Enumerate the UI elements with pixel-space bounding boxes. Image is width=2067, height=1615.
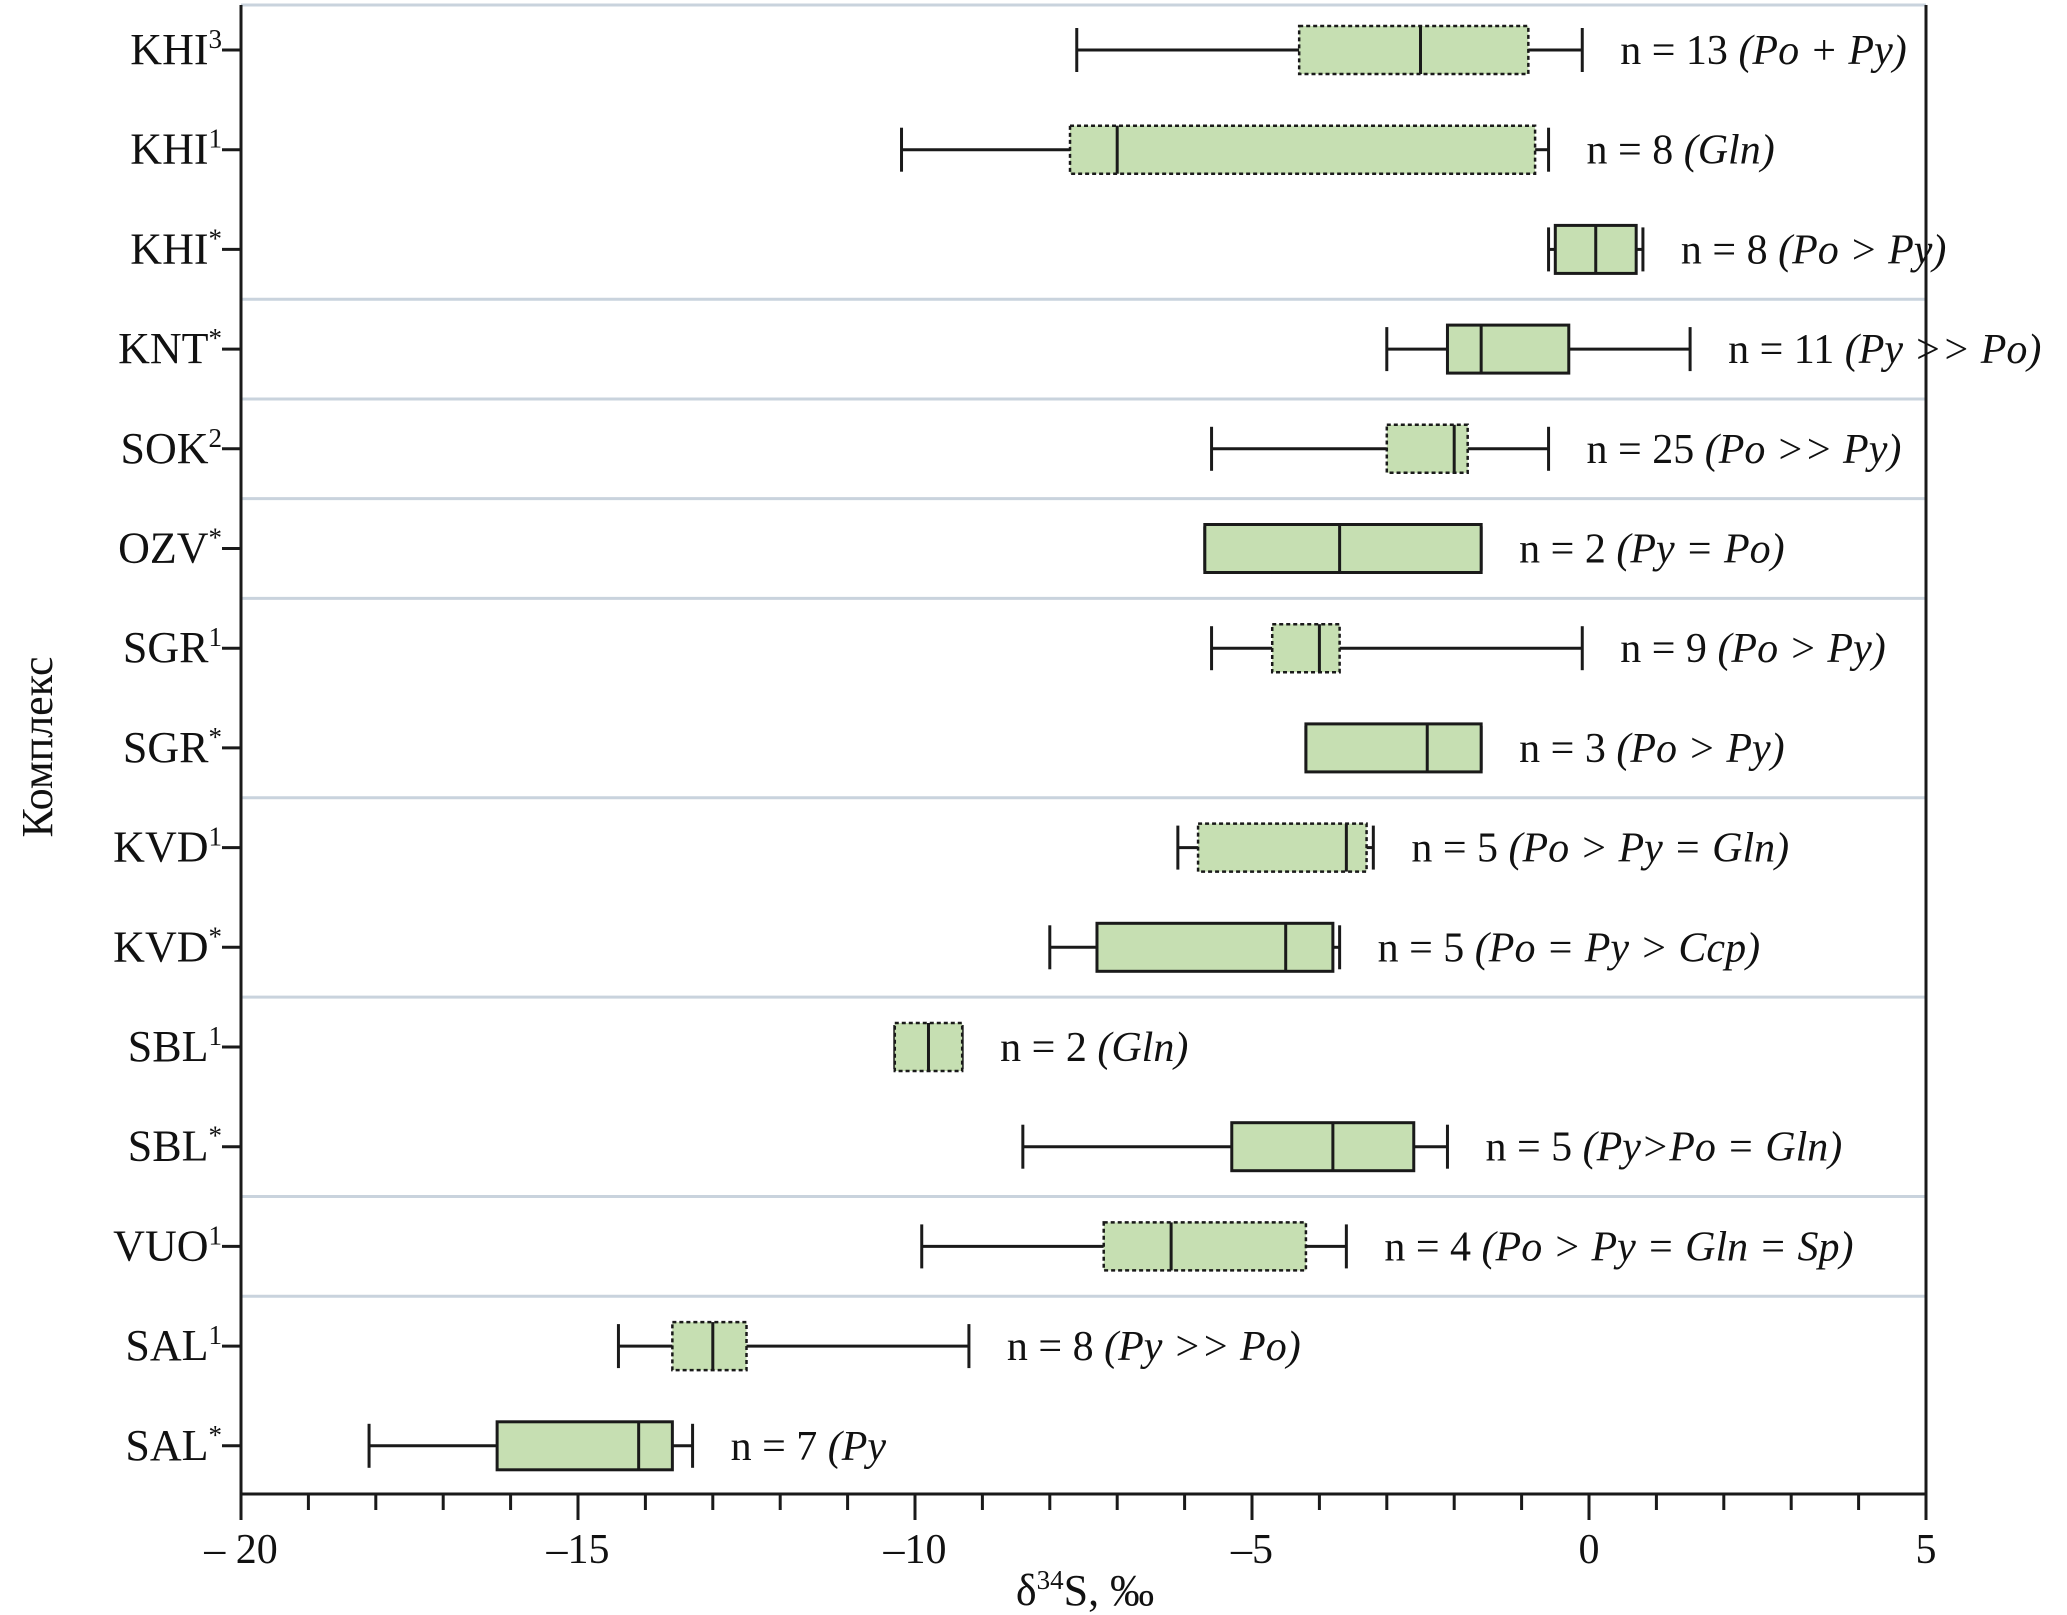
count-annotation: n = 5 (Po > Py = Gln) — [1411, 826, 1789, 872]
iqr-box — [1203, 523, 1483, 574]
count-annotation: n = 13 (Po + Py) — [1620, 28, 1906, 74]
y-tick-label: SBL* — [128, 1121, 222, 1171]
box-plot-item — [1176, 822, 1375, 873]
x-axis-title: δ34S, ‰ — [1016, 1565, 1154, 1615]
x-tick-label: 0 — [1579, 1527, 1600, 1573]
x-tick-label: 5 — [1916, 1527, 1937, 1573]
count-annotation: n = 3 (Po > Py) — [1519, 726, 1784, 772]
box-plot-item — [1075, 24, 1584, 76]
box-plot-item — [1385, 323, 1692, 375]
count-annotation: n = 5 (Po = Py > Ccp) — [1378, 925, 1760, 971]
count-annotation: n = 11 (Py >> Po) — [1728, 327, 2041, 373]
box-plot-item — [920, 1221, 1348, 1272]
iqr-box — [495, 1420, 674, 1472]
count-annotation: n = 8 (Po > Py) — [1681, 227, 1946, 273]
iqr-box — [1304, 722, 1483, 774]
x-tick-label: – 20 — [203, 1527, 278, 1573]
y-tick-label: KHI* — [130, 223, 222, 273]
group-separators — [241, 3, 1926, 1298]
y-tick-label: SGR1 — [123, 622, 222, 672]
count-annotation: n = 2 (Gln) — [1000, 1025, 1188, 1071]
y-tick-label: KVD* — [113, 921, 222, 971]
iqr-box — [1230, 1121, 1416, 1173]
y-tick-label: KHI1 — [130, 124, 222, 174]
x-axis-ticks — [239, 1494, 1928, 1520]
x-axis-labels: – 20 –15 –10 –5 0 5 — [203, 1527, 1936, 1573]
y-tick-label: SOK2 — [120, 423, 222, 473]
count-annotation: n = 8 (Gln) — [1587, 128, 1775, 174]
iqr-box — [1445, 323, 1571, 375]
box-plot-item — [1210, 622, 1584, 674]
box-plot-item — [1547, 223, 1645, 275]
y-tick-label: SAL* — [125, 1420, 222, 1470]
y-tick-label: KVD1 — [113, 822, 222, 872]
count-annotation: n = 9 (Po > Py) — [1620, 626, 1885, 672]
box-plot-item — [1203, 523, 1483, 574]
box-plot-item — [900, 124, 1551, 175]
count-annotation: n = 7 (Py — [731, 1424, 887, 1470]
iqr-box — [1102, 1221, 1308, 1272]
box-plot-item — [367, 1420, 695, 1472]
y-axis-labels: KHI3 KHI1 KHI* KNT* SOK2 OZV* SGR1 SGR* KVD1 KVD*… — [113, 24, 222, 1470]
iqr-box — [1095, 921, 1335, 973]
x-tick-label: –5 — [1230, 1527, 1273, 1573]
count-annotation: n = 4 (Po > Py = Gln = Sp) — [1384, 1224, 1853, 1270]
box-plot-item — [616, 1320, 971, 1372]
y-tick-label: KNT* — [118, 323, 222, 373]
x-tick-label: –15 — [546, 1527, 610, 1573]
y-tick-label: SBL1 — [128, 1021, 222, 1071]
box-plot-item — [1021, 1121, 1449, 1173]
iqr-box — [1068, 124, 1537, 175]
count-annotation: n = 8 (Py >> Po) — [1007, 1324, 1301, 1370]
iqr-box — [671, 1320, 748, 1372]
box-plot-item — [1210, 423, 1551, 475]
iqr-box — [1196, 822, 1368, 873]
box-series — [367, 24, 1692, 1472]
y-tick-label: SAL1 — [125, 1320, 222, 1370]
y-tick-label: KHI3 — [130, 24, 222, 74]
box-plot-item — [1304, 722, 1483, 774]
y-tick-label: OZV* — [118, 523, 222, 573]
x-tick-label: –10 — [883, 1527, 947, 1573]
y-tick-label: SGR* — [123, 722, 222, 772]
count-annotation: n = 25 (Po >> Py) — [1587, 427, 1902, 473]
y-tick-label: VUO1 — [113, 1220, 222, 1270]
iqr-box — [1297, 24, 1530, 76]
count-annotations: n = 13 (Po + Py) n = 8 (Gln) n = 8 (Po > P… — [731, 28, 2042, 1470]
iqr-box — [1270, 622, 1341, 674]
count-annotation: n = 5 (Py>Po = Gln) — [1485, 1125, 1842, 1171]
count-annotation: n = 2 (Py = Po) — [1519, 527, 1784, 573]
box-plot-item — [893, 1021, 964, 1073]
y-axis-ticks — [222, 48, 240, 1448]
box-plot-item — [1048, 921, 1342, 973]
y-axis-title: Комплекс — [13, 656, 62, 837]
